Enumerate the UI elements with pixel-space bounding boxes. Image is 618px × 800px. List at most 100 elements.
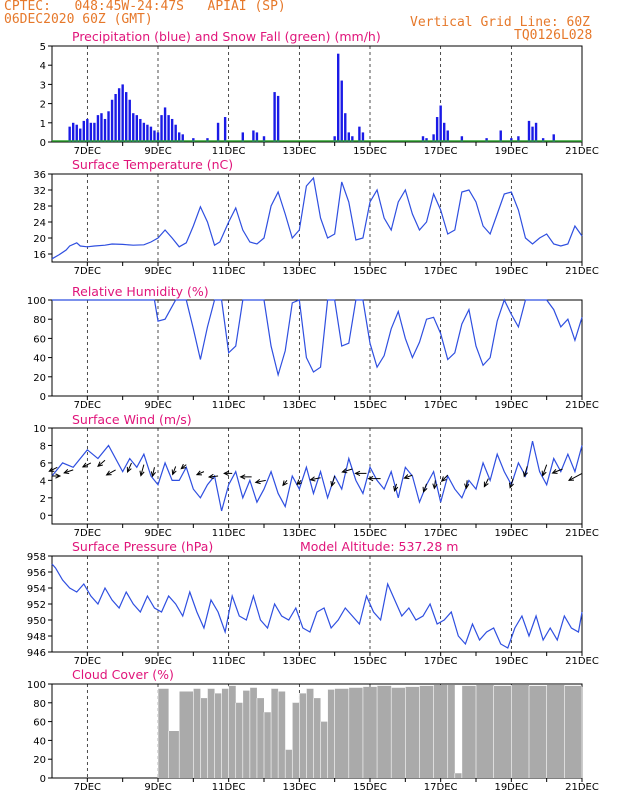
wind-arrow-head	[354, 470, 361, 477]
x-tick-label: 21DEC	[565, 656, 599, 667]
wind-arrow-head	[508, 482, 514, 489]
panel-2: 0 20 40 60 80 100 7DEC 9DEC 11DEC 13DEC 15DEC 17DEC…	[27, 284, 599, 411]
y-tick-label: 4	[40, 61, 46, 72]
precip-bar	[216, 122, 220, 142]
y-tick-label: 954	[27, 584, 46, 595]
x-tick-label: 9DEC	[144, 782, 171, 793]
precip-bar	[510, 138, 513, 142]
precip-bar	[446, 130, 449, 142]
y-tick-label: 80	[33, 315, 46, 326]
y-tick-label: 60	[33, 718, 46, 729]
precip-bar	[103, 118, 107, 142]
x-tick-label: 9DEC	[144, 266, 171, 277]
y-tick-label: 2	[40, 494, 46, 505]
x-tick-label: 19DEC	[494, 146, 528, 157]
precip-bar	[170, 118, 174, 142]
precip-bar	[552, 134, 555, 142]
x-tick-label: 13DEC	[282, 528, 316, 539]
precip-bar	[121, 84, 124, 142]
wind-arrow-head	[393, 485, 399, 492]
wind-arrow	[82, 462, 92, 468]
precip-bar	[178, 132, 181, 142]
precip-bar	[252, 130, 255, 142]
x-tick-label: 9DEC	[144, 146, 171, 157]
y-tick-label: 958	[27, 552, 46, 563]
precip-bar	[82, 120, 85, 142]
precip-bar	[425, 138, 428, 142]
y-tick-label: 36	[33, 170, 46, 181]
wind-arrow	[49, 466, 58, 472]
wind-arrow-head	[195, 470, 202, 476]
wind-arrow	[552, 468, 563, 474]
wind-arrow-head	[367, 475, 374, 482]
wind-arrow-head	[464, 483, 470, 490]
precip-bar	[344, 113, 347, 142]
wind-arrow	[523, 466, 528, 477]
precip-bar	[262, 136, 266, 142]
wind-arrow-head	[309, 476, 316, 482]
x-tick-label: 11DEC	[212, 400, 246, 411]
wind-arrow-head	[254, 478, 261, 485]
precip-bar	[192, 138, 195, 142]
precip-bar	[340, 80, 343, 142]
panel-title: Cloud Cover (%)	[72, 667, 174, 682]
precip-bar	[499, 130, 502, 142]
wind-arrow	[509, 478, 514, 488]
precip-bar	[181, 134, 184, 142]
precip-bar	[337, 53, 340, 142]
precip-bar	[139, 118, 142, 142]
wind-arrow-head	[432, 483, 438, 490]
wind-arrow	[151, 467, 155, 477]
precip-bar	[439, 105, 442, 142]
x-tick-label: 17DEC	[424, 656, 458, 667]
y-tick-label: 80	[33, 699, 46, 710]
x-tick-label: 19DEC	[494, 266, 528, 277]
panel-frame	[51, 45, 583, 143]
y-tick-label: 3	[40, 80, 46, 91]
precip-bar	[117, 88, 121, 142]
x-tick-label: 11DEC	[212, 656, 246, 667]
y-tick-label: 10	[33, 424, 46, 435]
panel-1: 16 20 24 28 32 36 7DEC 9DEC 11DEC 13DEC 15DEC 17DEC…	[33, 157, 599, 277]
wind-arrow	[394, 483, 397, 491]
panel-frame	[51, 173, 583, 263]
y-tick-label: 0	[40, 774, 46, 785]
y-tick-label: 24	[33, 218, 46, 229]
y-tick-label: 20	[33, 373, 46, 384]
x-tick-label: 9DEC	[144, 528, 171, 539]
x-tick-label: 7DEC	[74, 528, 101, 539]
x-tick-label: 17DEC	[424, 400, 458, 411]
precip-bar	[273, 92, 276, 142]
x-tick-label: 17DEC	[424, 146, 458, 157]
precip-bar	[132, 113, 135, 142]
precip-bar	[110, 99, 114, 142]
x-tick-label: 13DEC	[282, 400, 316, 411]
precip-bar	[460, 136, 464, 142]
y-tick-label: 100	[27, 296, 46, 307]
precip-bar	[96, 115, 100, 142]
precip-bar	[149, 126, 153, 142]
precip-bar	[361, 132, 365, 142]
wind-arrow	[140, 464, 145, 476]
precip-bar	[89, 122, 93, 142]
wind-arrow-head	[541, 470, 547, 477]
x-tick-label: 7DEC	[74, 146, 101, 157]
x-tick-label: 7DEC	[74, 400, 101, 411]
precip-bar	[435, 117, 439, 142]
precip-bar	[541, 138, 545, 142]
y-tick-label: 32	[33, 186, 46, 197]
x-tick-label: 17DEC	[424, 528, 458, 539]
precip-bar	[174, 124, 177, 142]
wind-arrow-head	[150, 471, 156, 478]
panel-frame	[51, 555, 583, 653]
wind-arrow-head	[239, 474, 246, 480]
x-tick-label: 15DEC	[353, 146, 387, 157]
precip-bar	[206, 138, 209, 142]
precip-bar	[135, 115, 138, 142]
precip-bar	[153, 130, 156, 142]
wind-arrow	[64, 469, 74, 474]
precip-bar	[432, 134, 435, 142]
station-header: CPTEC: 048:45W-24:47S APIAI (SP)	[4, 0, 286, 14]
precip-bar	[531, 126, 534, 142]
